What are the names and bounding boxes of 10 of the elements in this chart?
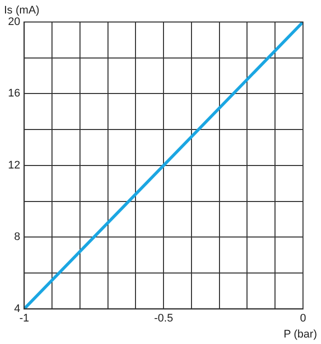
y-tick-label: 16 — [8, 88, 20, 100]
y-tick-label: 12 — [8, 159, 20, 172]
x-tick-label: -0.5 — [154, 312, 174, 324]
x-tick-label: -1 — [19, 312, 30, 324]
x-tick-label: 0 — [300, 312, 306, 324]
y-axis-title: Is (mA) — [4, 4, 40, 17]
x-axis-title: P (bar) — [284, 328, 317, 340]
y-tick-label: 4 — [14, 302, 20, 315]
y-tick-label: 20 — [8, 16, 20, 28]
y-tick-label: 8 — [14, 231, 20, 244]
